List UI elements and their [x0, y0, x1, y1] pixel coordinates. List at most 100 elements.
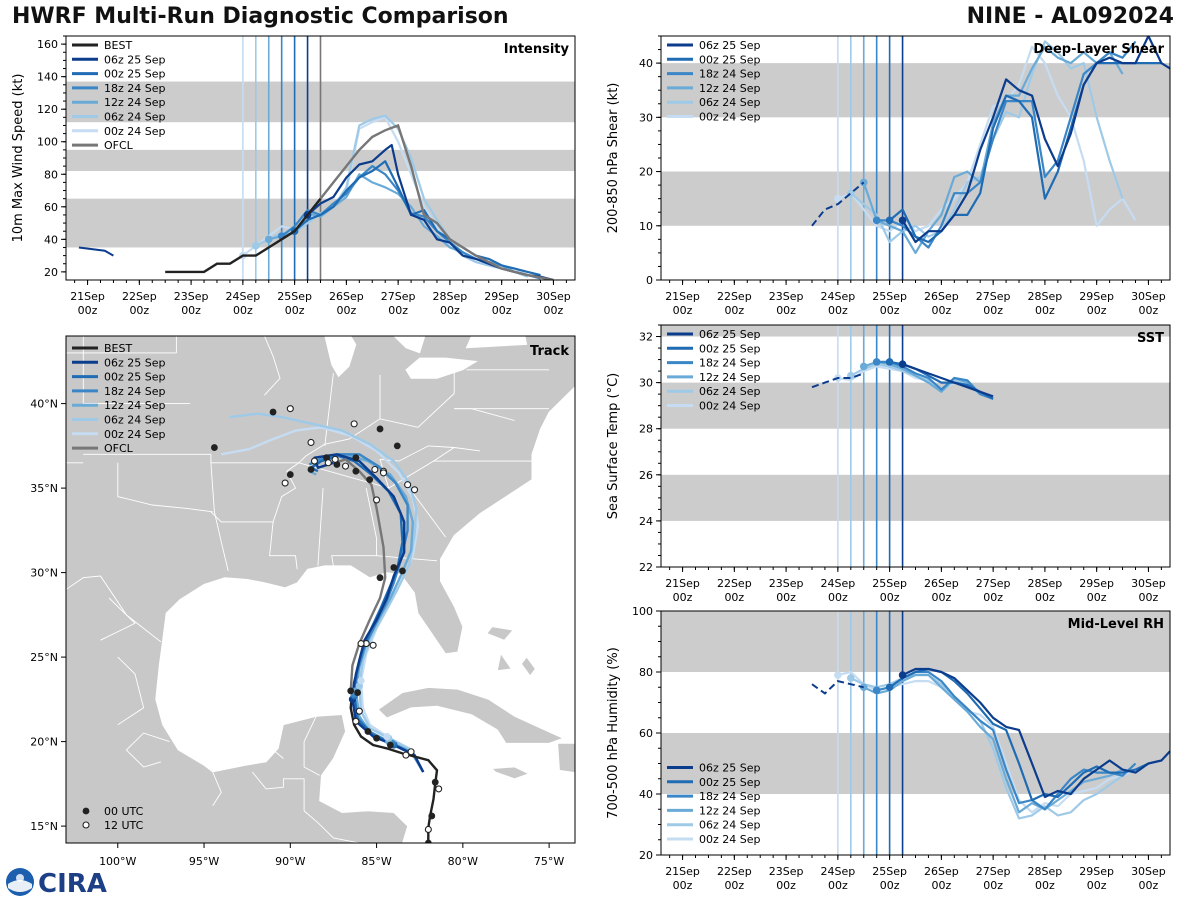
x-tick-day: 23Sep [174, 290, 209, 303]
x-tick-hour: 00z [776, 304, 796, 317]
legend-label: 00z 25 Sep [104, 371, 166, 384]
utc00-point [428, 812, 436, 820]
y-tick-label: 10 [639, 220, 653, 233]
band [661, 382, 1170, 429]
x-tick-day: 22Sep [717, 865, 752, 878]
legend-label: 18z 24 Sep [699, 357, 761, 370]
legend-label: 12z 24 Sep [699, 82, 761, 95]
y-tick-label: 24 [639, 515, 653, 528]
x-tick-day: 25Sep [277, 290, 312, 303]
plot-area [78, 36, 554, 280]
boundary [251, 771, 305, 811]
y-tick-label: 20 [639, 849, 653, 862]
x-tick-hour: 00z [776, 879, 796, 892]
band [661, 325, 1170, 337]
utc12-point [350, 420, 358, 428]
x-tick-day: 27Sep [976, 865, 1011, 878]
x-tick-hour: 00z [544, 304, 564, 317]
utc12-point [341, 462, 350, 470]
utc12-point [324, 459, 332, 467]
x-tick-day: 23Sep [769, 577, 804, 590]
x-tick-day: 23Sep [769, 865, 804, 878]
y-tick-label: 40 [639, 57, 653, 70]
x-tick-hour: 00z [440, 304, 460, 317]
cira-text: CIRA [38, 869, 107, 898]
x-tick-day: 28Sep [433, 290, 468, 303]
boundary [303, 716, 320, 776]
utc12-point [310, 457, 319, 465]
series-start-marker [859, 362, 868, 371]
x-tick-day: 21Sep [665, 577, 700, 590]
boundary [303, 810, 360, 843]
x-tick-day: 24Sep [820, 577, 855, 590]
lat-label: 15°N [30, 820, 58, 833]
y-tick-label: 26 [639, 469, 653, 482]
shear-chart: 01020304021Sep00z22Sep00z23Sep00z24Sep00… [606, 35, 1171, 317]
utc00-point [352, 467, 360, 475]
panel-title: Mid-Level RH [1068, 617, 1164, 632]
x-tick-day: 29Sep [1079, 577, 1114, 590]
utc00-point [364, 728, 372, 735]
boundary [210, 454, 229, 572]
boundary [117, 656, 145, 726]
boundary [100, 597, 136, 641]
y-axis-label: 700-500 hPa Humidity (%) [606, 647, 621, 819]
x-tick-hour: 00z [673, 879, 693, 892]
x-tick-day: 30Sep [1131, 290, 1166, 303]
utc00-point [376, 574, 384, 582]
y-tick-label: 80 [639, 666, 653, 679]
utc12-point [424, 825, 432, 834]
legend-00utc-marker [82, 807, 90, 815]
land [496, 652, 512, 672]
utc12-point [371, 465, 379, 474]
x-tick-day: 27Sep [381, 290, 416, 303]
y-axis-label: 200-850 hPa Shear (kt) [606, 83, 621, 234]
lat-label: 40°N [30, 398, 58, 411]
legend-label: 00 UTC [104, 805, 144, 818]
rh-chart: 2040608010021Sep00z22Sep00z23Sep00z24Sep… [606, 605, 1171, 892]
legend-label: 06z 25 Sep [104, 356, 166, 369]
legend-label: 18z 24 Sep [699, 790, 761, 803]
x-tick-hour: 00z [724, 591, 744, 604]
x-tick-day: 22Sep [717, 290, 752, 303]
utc00-point [393, 442, 401, 450]
x-tick-hour: 00z [336, 304, 356, 317]
utc00-point [347, 687, 355, 695]
utc12-point [404, 481, 412, 489]
x-tick-hour: 00z [388, 304, 408, 317]
utc12-point [307, 438, 315, 447]
boundary [210, 511, 298, 570]
legend-label: 06z 25 Sep [699, 328, 761, 341]
y-tick-label: 100 [632, 605, 653, 618]
utc12-point [435, 785, 443, 793]
legend-label: 00z 25 Sep [699, 776, 761, 789]
x-tick-hour: 00z [931, 304, 951, 317]
legend-label: OFCL [104, 442, 134, 455]
x-tick-hour: 00z [233, 304, 253, 317]
x-tick-hour: 00z [1035, 591, 1055, 604]
x-tick-day: 30Sep [1131, 865, 1166, 878]
x-tick-day: 29Sep [1079, 865, 1114, 878]
x-tick-day: 25Sep [872, 290, 907, 303]
legend-label: 06z 24 Sep [104, 414, 166, 427]
x-tick-hour: 00z [1035, 879, 1055, 892]
y-tick-label: 28 [639, 423, 653, 436]
utc00-point [286, 471, 294, 478]
legend-label: 18z 24 Sep [104, 385, 166, 398]
y-tick-label: 40 [44, 233, 58, 246]
lon-label: 85°W [361, 855, 391, 868]
series-line [888, 62, 1162, 244]
land [521, 656, 536, 677]
boundary [324, 373, 334, 446]
lat-label: 20°N [30, 736, 58, 749]
y-tick-label: 80 [44, 168, 58, 181]
track-marker [357, 677, 365, 685]
series-line [901, 36, 1170, 244]
land [377, 687, 564, 744]
series-start-marker [898, 671, 907, 679]
utc12-point [357, 640, 365, 648]
land [557, 742, 575, 773]
legend-label: OFCL [104, 139, 134, 152]
page-title: HWRF Multi-Run Diagnostic Comparison [12, 4, 509, 29]
model-track [229, 412, 425, 773]
